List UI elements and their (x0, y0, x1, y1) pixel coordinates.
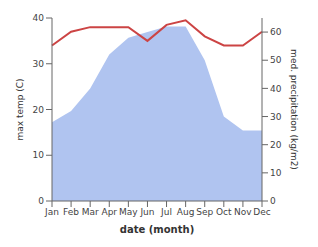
svg-text:50: 50 (270, 55, 282, 65)
svg-text:Jan: Jan (44, 207, 59, 217)
svg-text:Dec: Dec (253, 207, 270, 217)
svg-text:Feb: Feb (63, 207, 79, 217)
svg-text:Sep: Sep (196, 207, 213, 217)
svg-text:60: 60 (270, 27, 282, 37)
svg-text:Apr: Apr (101, 207, 117, 217)
svg-text:40: 40 (270, 84, 282, 94)
svg-text:Mar: Mar (82, 207, 99, 217)
svg-text:20: 20 (270, 140, 282, 150)
svg-text:Aug: Aug (177, 207, 195, 217)
svg-text:date (month): date (month) (120, 224, 194, 235)
svg-text:10: 10 (33, 150, 45, 160)
svg-text:max temp (C): max temp (C) (15, 78, 25, 140)
svg-text:Jun: Jun (139, 207, 154, 217)
svg-text:30: 30 (270, 112, 282, 122)
svg-text:Jul: Jul (160, 207, 172, 217)
svg-text:med. precipitation (kg/m2): med. precipitation (kg/m2) (289, 49, 299, 170)
svg-text:0: 0 (270, 196, 276, 206)
svg-text:Oct: Oct (216, 207, 232, 217)
svg-text:Nov: Nov (234, 207, 252, 217)
svg-text:May: May (119, 207, 138, 217)
svg-text:10: 10 (270, 168, 282, 178)
svg-text:40: 40 (33, 13, 45, 23)
svg-text:30: 30 (33, 59, 45, 69)
svg-text:20: 20 (33, 105, 45, 115)
svg-text:0: 0 (38, 196, 44, 206)
